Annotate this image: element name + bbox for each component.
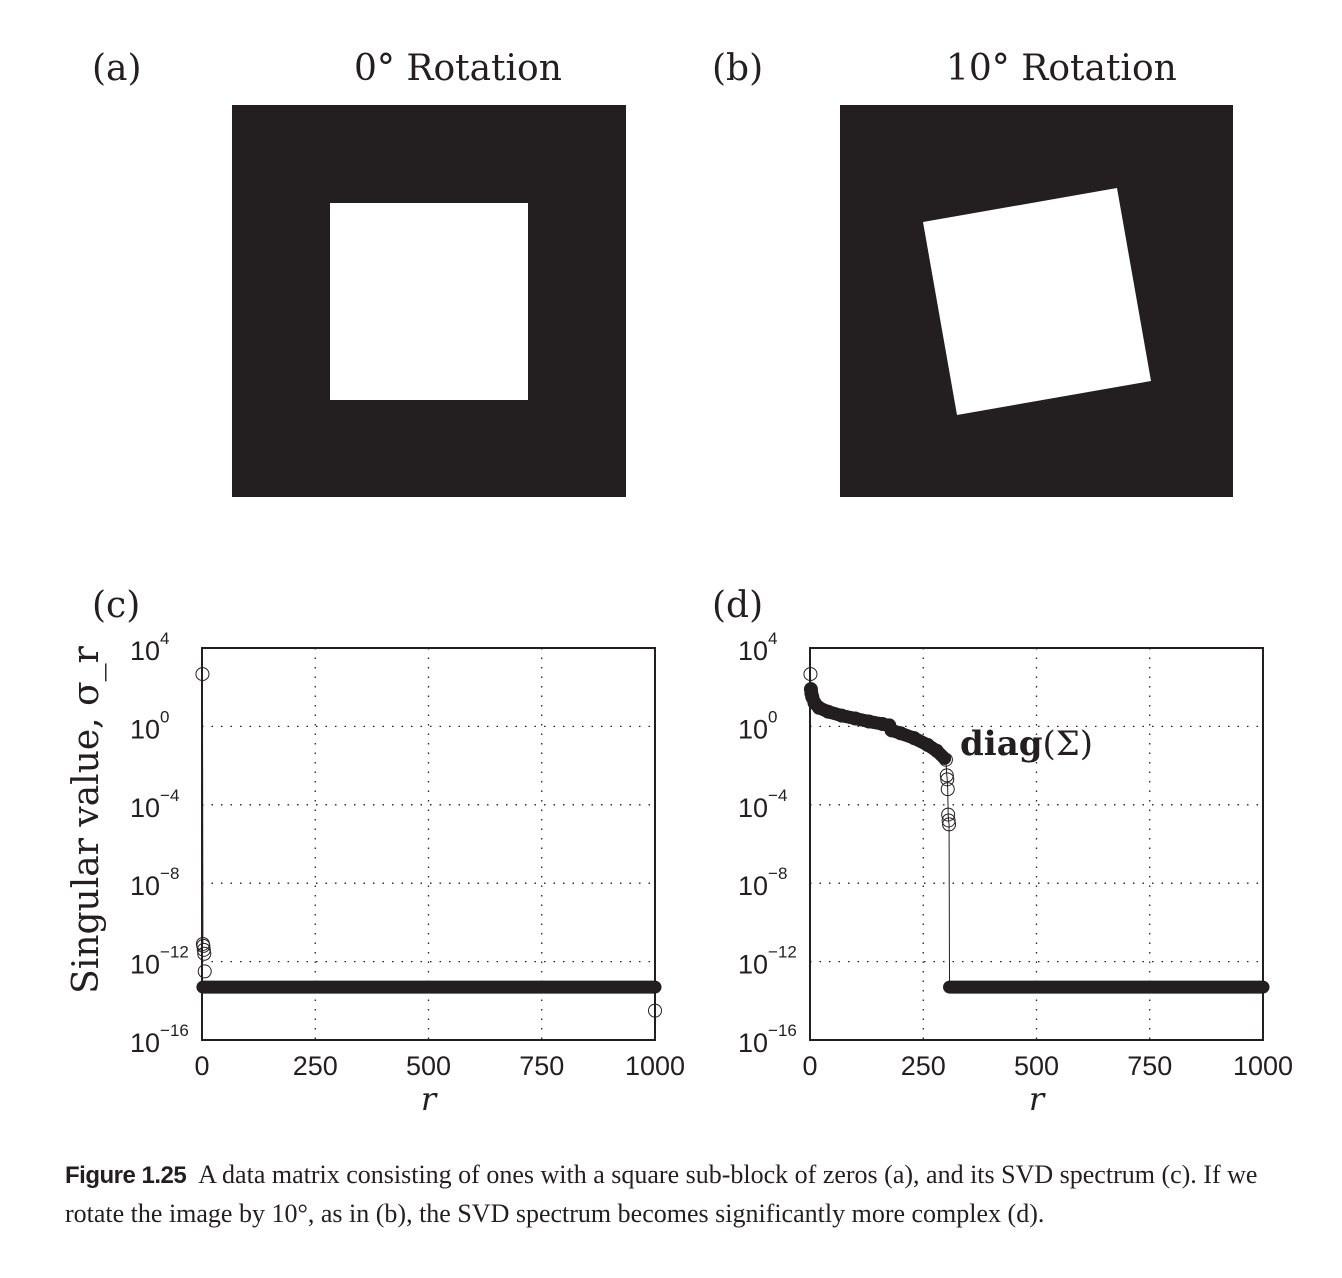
data-point (197, 946, 212, 961)
caption-text: A data matrix consisting of ones with a … (65, 1160, 1258, 1228)
data-point (848, 711, 863, 726)
figure-canvas: 0 250 500 750 100010410010−410−810−1210−16r0… (66, 105, 1293, 1118)
panel-b-title: 10° Rotation (946, 48, 1177, 89)
data-point (807, 695, 822, 710)
data-point (929, 743, 944, 758)
data-point (940, 772, 955, 787)
x-axis-label: r (1029, 1080, 1046, 1118)
axes-box (201, 647, 656, 1041)
panel-a-label: (a) (92, 48, 142, 89)
data-point (941, 807, 956, 822)
image-a-square (330, 203, 528, 400)
axes-box (809, 647, 1264, 1041)
y-tick-label: 104 (130, 629, 170, 666)
x-tick-label: 750 (1127, 1051, 1172, 1081)
x-tick-label: 0 (802, 1051, 817, 1081)
y-tick-label: 10−12 (738, 943, 797, 980)
data-point (939, 768, 954, 783)
data-point (942, 817, 957, 832)
y-tick-label: 10−8 (130, 864, 179, 901)
data-point (805, 690, 820, 704)
data-point (938, 752, 953, 767)
x-tick-label: 500 (406, 1051, 451, 1081)
x-tick-label: 250 (293, 1051, 338, 1081)
x-tick-label: 1000 (625, 1051, 685, 1081)
caption-figure-label: Figure 1.25 (65, 1162, 187, 1189)
x-tick-label: 500 (1014, 1051, 1059, 1081)
data-point (197, 964, 212, 979)
x-tick-label: 1000 (1233, 1051, 1293, 1081)
y-tick-label: 10−16 (738, 1021, 797, 1058)
plot-d: 0 250 500 750 1000 104 100 10−4 10−8 10−12 10−16 r (738, 629, 1293, 1118)
y-tick-label: 10−4 (130, 786, 179, 823)
figure-caption: Figure 1.25 A data matrix consisting of o… (65, 1156, 1315, 1233)
diag-sigma-annotation: diag(Σ) (960, 724, 1093, 764)
y-tick-label: 10−8 (738, 864, 787, 901)
data-point (907, 731, 922, 746)
data-point (884, 723, 899, 738)
x-tick-label: 750 (519, 1051, 564, 1081)
data-point (821, 704, 836, 719)
y-tick-label: 10−4 (738, 786, 787, 823)
y-axis-label-c: Singular value, σ_r (66, 645, 107, 993)
data-point (812, 700, 827, 715)
panel-c-label: (c) (92, 585, 141, 626)
panel-b-label: (b) (712, 48, 764, 89)
data-point (861, 714, 876, 729)
x-axis-label: r (421, 1080, 438, 1118)
x-tick-label: 0 (194, 1051, 209, 1081)
data-point (196, 942, 211, 957)
data-point (196, 938, 211, 953)
data-point (893, 726, 908, 741)
data-point (834, 708, 849, 723)
data-point (941, 813, 956, 828)
y-tick-label: 10−16 (130, 1021, 189, 1058)
plot-c: 0 250 500 750 1000 104 100 10−4 10−8 10−12 10−16 r (130, 629, 685, 1118)
panel-d-label: (d) (712, 585, 764, 626)
y-tick-label: 104 (738, 629, 778, 666)
data-point (940, 782, 955, 797)
panel-a-title: 0° Rotation (354, 48, 562, 89)
y-tick-label: 100 (130, 707, 170, 744)
y-tick-label: 10−12 (130, 943, 189, 980)
x-tick-label: 250 (901, 1051, 946, 1081)
y-tick-label: 100 (738, 707, 778, 744)
image-b-rotated-square (923, 188, 1151, 415)
